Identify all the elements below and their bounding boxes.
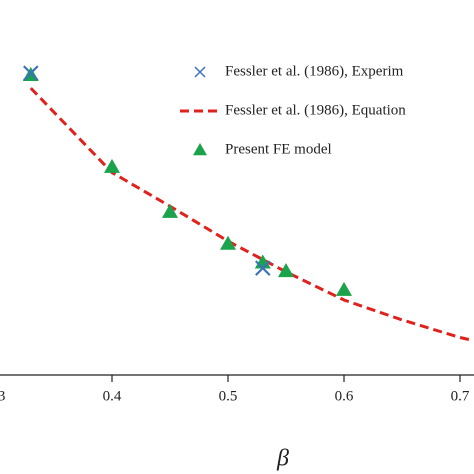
x-tick-label: 0.6 (335, 388, 354, 404)
cross-marker (23, 65, 39, 81)
x-tick-label: 0.5 (219, 388, 238, 404)
triangle-marker (220, 235, 236, 250)
x-axis-label: β (276, 446, 289, 472)
legend-label: Fessler et al. (1986), Experim (225, 63, 404, 79)
triangle-marker (104, 158, 120, 173)
equation-curve (29, 87, 472, 342)
legend-label: Present FE model (225, 141, 332, 157)
triangle-marker (278, 263, 294, 278)
cross-marker (255, 260, 271, 276)
triangle-marker (162, 203, 178, 218)
x-tick-label: 0.7 (451, 388, 470, 404)
triangle-marker (193, 143, 207, 156)
legend-label: Fessler et al. (1986), Equation (225, 102, 406, 118)
triangle-marker (336, 281, 352, 296)
x-tick-label: 0.3 (0, 388, 5, 404)
x-tick-label: 0.4 (103, 388, 122, 404)
cross-marker (194, 66, 206, 78)
